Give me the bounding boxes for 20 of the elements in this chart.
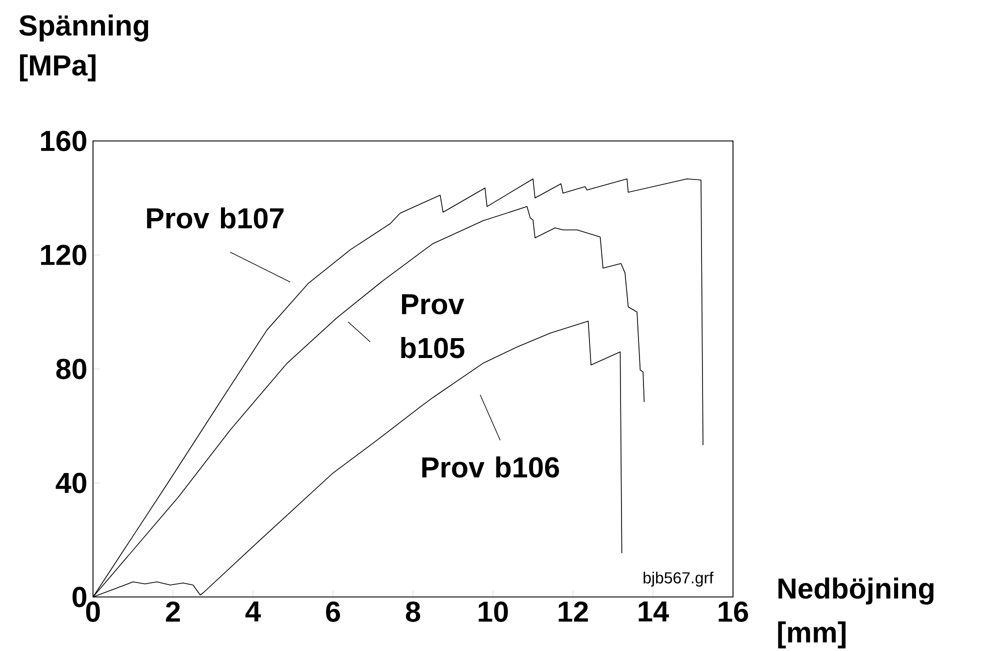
- x-tick-label: 10: [478, 602, 508, 622]
- legend-label: Prov b105: [401, 294, 464, 358]
- y-tick-label: 40: [56, 472, 86, 494]
- x-tick-label: 12: [558, 602, 588, 622]
- y-tick-label: 0: [72, 586, 86, 608]
- x-tick-label: 2: [166, 602, 180, 622]
- annotation: bjb567.grf: [644, 572, 714, 587]
- x-tick-label: 14: [638, 602, 669, 622]
- y-tick-label: 160: [41, 130, 86, 152]
- y-tick-label: 80: [56, 358, 86, 380]
- x-axis-title: Nedböjning [mm]: [778, 578, 934, 648]
- series-label: Prov b106: [422, 456, 560, 478]
- x-tick-label: 16: [718, 602, 748, 622]
- y-tick-label: 120: [41, 244, 86, 266]
- y-axis-title: Spänning [MPa]: [19, 14, 148, 82]
- text: Prov b107: [147, 207, 284, 229]
- x-tick-label: 6: [326, 602, 340, 622]
- x-tick-label: 4: [245, 602, 261, 622]
- x-tick-label: 8: [406, 602, 420, 622]
- x-tick-label: 0: [86, 602, 100, 622]
